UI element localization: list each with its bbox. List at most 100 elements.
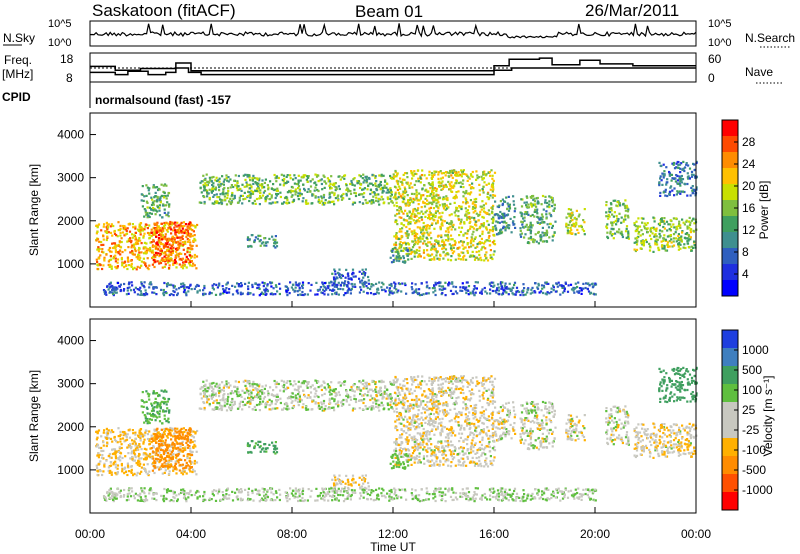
scatter-cell bbox=[144, 452, 147, 455]
scatter-cell bbox=[582, 287, 585, 290]
scatter-cell bbox=[478, 189, 481, 192]
scatter-cell bbox=[449, 225, 452, 228]
scatter-cell bbox=[463, 172, 466, 176]
scatter-cell bbox=[162, 245, 165, 248]
scatter-cell bbox=[272, 183, 275, 186]
scatter-cell bbox=[155, 401, 158, 404]
scatter-cell bbox=[124, 264, 127, 267]
scatter-cell bbox=[134, 456, 137, 459]
scatter-cell bbox=[236, 201, 240, 204]
scatter-cell bbox=[445, 204, 448, 207]
scatter-cell bbox=[164, 457, 167, 460]
scatter-cell bbox=[650, 230, 653, 233]
scatter-cell bbox=[161, 216, 164, 219]
scatter-cell bbox=[400, 249, 403, 252]
scatter-cell bbox=[282, 184, 285, 187]
scatter-cell bbox=[433, 170, 436, 173]
scatter-cell bbox=[515, 291, 518, 294]
scatter-cell bbox=[134, 241, 137, 244]
scatter-cell bbox=[402, 190, 405, 193]
scatter-cell bbox=[240, 285, 243, 288]
scatter-cell bbox=[155, 222, 158, 225]
scatter-cell bbox=[457, 215, 460, 218]
scatter-cell bbox=[235, 184, 238, 187]
scatter-cell bbox=[188, 432, 191, 435]
scatter-cell bbox=[152, 184, 155, 187]
scatter-cell bbox=[648, 242, 651, 245]
scatter-cell bbox=[354, 192, 357, 195]
scatter-cell bbox=[399, 208, 403, 211]
scatter-cell bbox=[155, 441, 158, 444]
scatter-cell bbox=[146, 463, 149, 466]
scatter-cell bbox=[454, 241, 457, 244]
scatter-cell bbox=[258, 287, 261, 290]
scatter-cell bbox=[528, 242, 531, 245]
scatter-cell bbox=[346, 290, 349, 293]
scatter-cell bbox=[418, 246, 421, 249]
scatter-cell bbox=[605, 211, 608, 214]
scatter-cell bbox=[538, 291, 541, 294]
scatter-cell bbox=[165, 253, 168, 256]
scatter-cell bbox=[406, 248, 409, 251]
scatter-cell bbox=[414, 290, 418, 294]
scatter-cell bbox=[177, 446, 180, 449]
scatter-cell bbox=[158, 204, 161, 207]
scatter-cell bbox=[128, 230, 132, 233]
scatter-cell bbox=[159, 241, 163, 244]
scatter-cell bbox=[97, 257, 100, 260]
scatter-cell bbox=[508, 207, 512, 210]
scatter-cell bbox=[401, 200, 404, 203]
scatter-cell bbox=[670, 179, 673, 182]
scatter-cell bbox=[413, 170, 416, 173]
scatter-cell bbox=[371, 200, 374, 203]
scatter-cell bbox=[398, 206, 401, 209]
scatter-cell bbox=[195, 450, 198, 453]
scatter-cell bbox=[507, 195, 510, 198]
scatter-cell bbox=[286, 289, 290, 292]
scatter-cell bbox=[134, 227, 137, 230]
scatter-cell bbox=[275, 245, 279, 248]
scatter-cell bbox=[525, 195, 528, 198]
scatter-cell bbox=[215, 200, 218, 203]
scatter-cell bbox=[188, 232, 191, 235]
scatter-cell bbox=[624, 209, 627, 212]
scatter-cell bbox=[226, 192, 229, 195]
scatter-cell bbox=[482, 173, 485, 176]
scatter-cell bbox=[145, 448, 148, 451]
scatter-cell bbox=[339, 178, 342, 181]
scatter-cell bbox=[296, 290, 299, 293]
scatter-cell bbox=[264, 197, 267, 200]
scatter-cell bbox=[162, 195, 165, 198]
scatter-cell bbox=[171, 441, 174, 444]
scatter-cell bbox=[108, 248, 111, 251]
scatter-cell bbox=[367, 275, 370, 279]
scatter-cell bbox=[162, 451, 165, 454]
scatter-cell bbox=[382, 174, 385, 177]
scatter-cell bbox=[414, 232, 417, 235]
scatter-cell bbox=[399, 228, 402, 231]
scatter-cell bbox=[144, 456, 147, 459]
scatter-cell bbox=[126, 256, 129, 259]
scatter-cell bbox=[229, 201, 232, 204]
scatter-cell bbox=[539, 239, 542, 242]
scatter-cell bbox=[465, 289, 468, 292]
noise-panel-frame bbox=[89, 20, 697, 47]
scatter-cell bbox=[222, 190, 225, 193]
scatter-cell bbox=[484, 254, 487, 257]
scatter-cell bbox=[445, 252, 448, 256]
scatter-cell bbox=[154, 191, 157, 194]
scatter-cell bbox=[117, 427, 120, 430]
scatter-cell bbox=[455, 179, 458, 182]
scatter-cell bbox=[156, 200, 159, 203]
scatter-cell bbox=[142, 199, 145, 202]
scatter-cell bbox=[451, 252, 454, 255]
scatter-cell bbox=[416, 242, 419, 245]
scatter-cell bbox=[166, 242, 169, 245]
scatter-cell bbox=[380, 173, 383, 176]
scatter-cell bbox=[183, 288, 186, 291]
scatter-cell bbox=[480, 237, 483, 240]
scatter-cell bbox=[192, 445, 195, 448]
scatter-cell bbox=[374, 176, 377, 180]
scatter-cell bbox=[140, 242, 143, 245]
